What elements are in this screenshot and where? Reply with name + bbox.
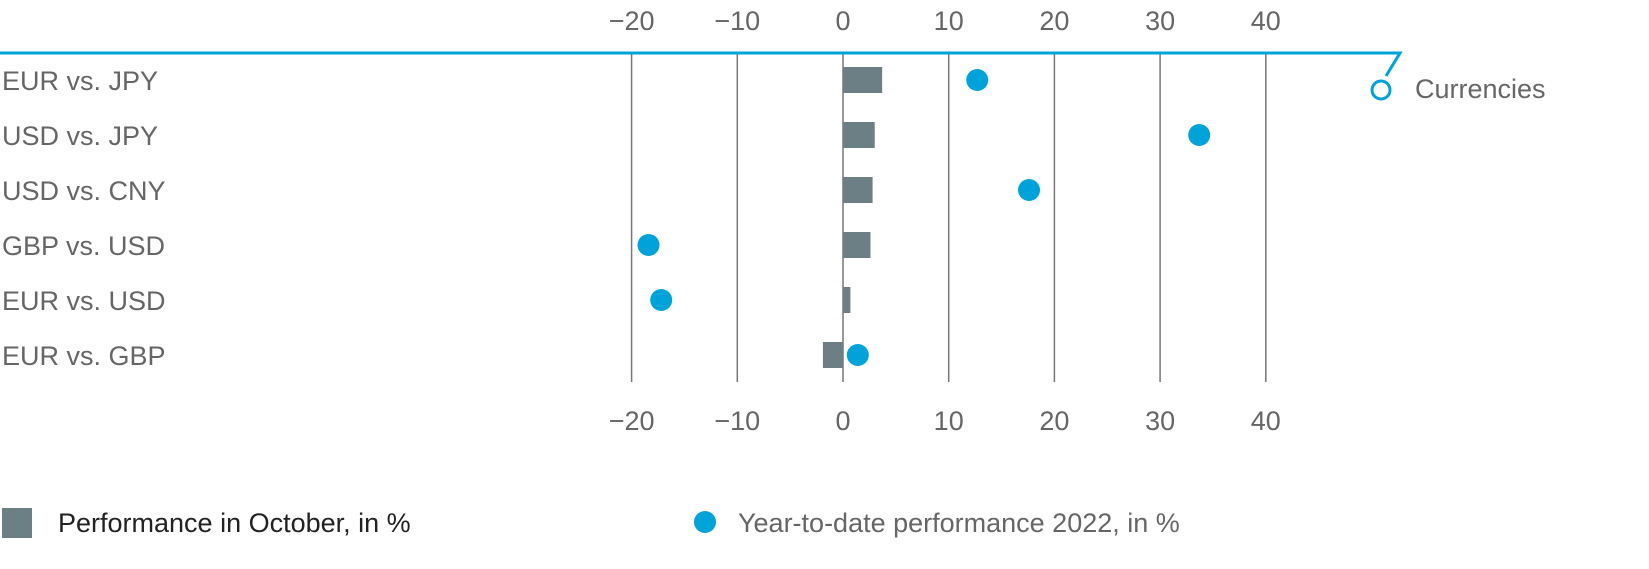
panel-marker-icon: [1370, 79, 1392, 101]
dot-ytd: [966, 69, 989, 91]
x-tick-label-top: 40: [1251, 6, 1281, 36]
bar-october: [843, 67, 883, 93]
legend-label-october: Performance in October, in %: [58, 508, 411, 538]
category-label: EUR vs. GBP: [2, 341, 166, 371]
x-tick-label-bottom: 10: [934, 406, 964, 436]
header-rule: [0, 51, 1403, 77]
dot-ytd: [650, 289, 673, 311]
dot-ytd: [1018, 179, 1041, 201]
x-tick-label-top: 20: [1039, 6, 1069, 36]
x-tick-label-top: 0: [835, 6, 850, 36]
x-tick-label-top: −20: [609, 6, 655, 36]
bar-october: [843, 232, 871, 258]
bar-october: [843, 177, 873, 203]
x-tick-label-top: −10: [714, 6, 760, 36]
bar-october: [843, 287, 851, 313]
dot-ytd: [637, 234, 660, 256]
x-tick-label-bottom: 0: [835, 406, 850, 436]
panel-label: Currencies: [1415, 74, 1546, 104]
category-label: EUR vs. JPY: [2, 66, 158, 96]
x-tick-label-bottom: 40: [1251, 406, 1281, 436]
dot-ytd: [1188, 124, 1211, 146]
legend-bar-swatch: [2, 508, 32, 538]
bar-october: [843, 122, 875, 148]
x-tick-label-bottom: −10: [714, 406, 760, 436]
x-tick-label-bottom: −20: [609, 406, 655, 436]
bar-october: [822, 342, 843, 368]
category-label: GBP vs. USD: [2, 231, 165, 261]
x-tick-label-top: 30: [1145, 6, 1175, 36]
legend-dot-swatch: [694, 511, 716, 533]
dot-ytd: [846, 344, 869, 366]
category-label: USD vs. JPY: [2, 121, 158, 151]
x-tick-label-bottom: 20: [1039, 406, 1069, 436]
category-label: EUR vs. USD: [2, 286, 166, 316]
x-tick-label-top: 10: [934, 6, 964, 36]
category-label: USD vs. CNY: [2, 176, 166, 206]
legend-label-ytd: Year-to-date performance 2022, in %: [738, 508, 1180, 538]
x-tick-label-bottom: 30: [1145, 406, 1175, 436]
